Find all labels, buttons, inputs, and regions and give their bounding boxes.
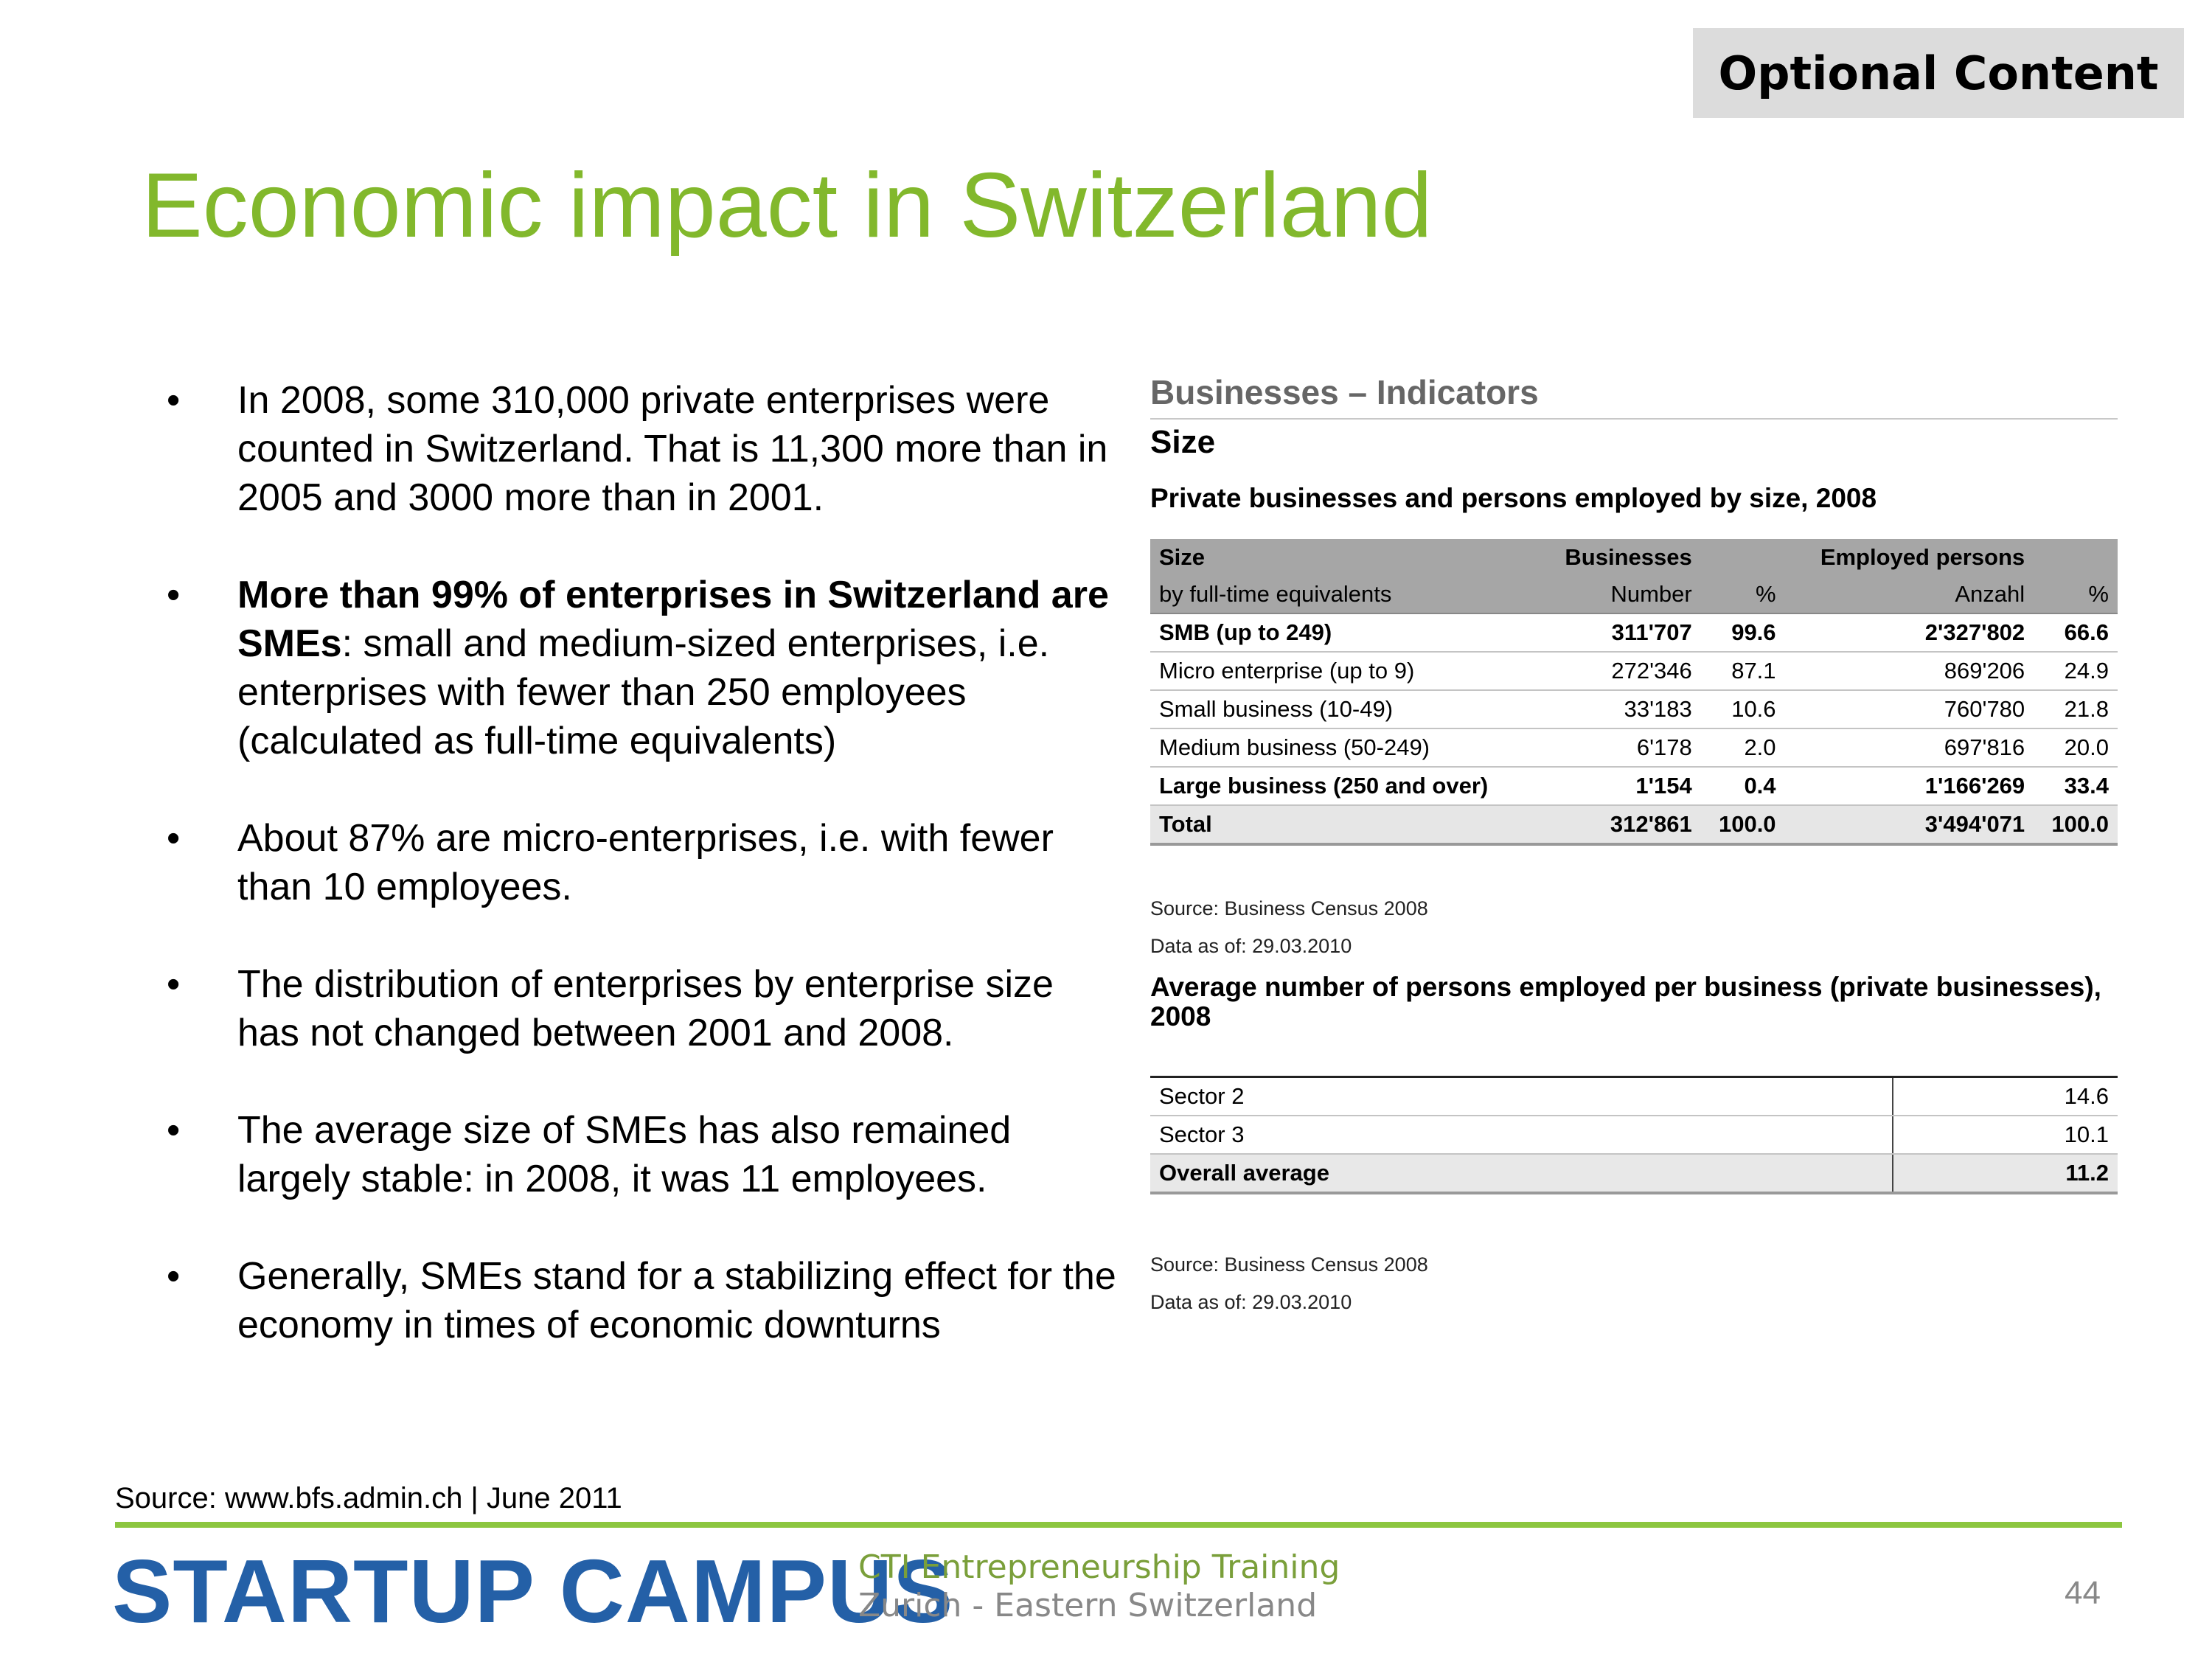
bullet-item: • Generally, SMEs stand for a stabilizing… bbox=[167, 1252, 1125, 1349]
header-cell: Size bbox=[1150, 539, 1539, 576]
table-cell: SMB (up to 249) bbox=[1150, 613, 1539, 653]
footer-divider bbox=[115, 1522, 2122, 1528]
table-row: Medium business (50-249) 6'178 2.0 697'8… bbox=[1150, 728, 2118, 768]
table-header-row: Size Businesses Employed persons bbox=[1150, 539, 2118, 576]
table-cell: 1'166'269 bbox=[1784, 767, 2034, 806]
bullet-dot: • bbox=[167, 574, 181, 616]
header-cell: Businesses bbox=[1538, 539, 1701, 576]
bullet-text: In 2008, some 310,000 private enterprise… bbox=[237, 379, 1108, 519]
table-subheader-row: by full-time equivalents Number % Anzahl… bbox=[1150, 576, 2118, 614]
table-cell: 66.6 bbox=[2034, 613, 2118, 653]
table-cell: Sector 2 bbox=[1150, 1077, 1893, 1116]
table-cell: Large business (250 and over) bbox=[1150, 767, 1539, 806]
table-cell: 10.6 bbox=[1700, 690, 1785, 729]
table-cell: 11.2 bbox=[1892, 1154, 2118, 1194]
table1-title: Private businesses and persons employed … bbox=[1150, 483, 1877, 513]
tagline-line-1: CTI Entrepreneurship Training bbox=[858, 1548, 1340, 1586]
table-cell: Sector 3 bbox=[1150, 1116, 1893, 1155]
table-row: Small business (10-49) 33'183 10.6 760'7… bbox=[1150, 690, 2118, 729]
table2-source: Source: Business Census 2008 bbox=[1150, 1253, 1428, 1276]
table2-title: Average number of persons employed per b… bbox=[1150, 972, 2101, 1032]
table-cell: 87.1 bbox=[1700, 652, 1785, 691]
table1-date: Data as of: 29.03.2010 bbox=[1150, 935, 1352, 957]
bullet-list: • In 2008, some 310,000 private enterpris… bbox=[167, 376, 1125, 1398]
table2-date: Data as of: 29.03.2010 bbox=[1150, 1291, 1352, 1313]
bullet-text: Generally, SMEs stand for a stabilizing … bbox=[237, 1255, 1116, 1346]
table-cell: 100.0 bbox=[1700, 805, 1785, 846]
table-cell: Micro enterprise (up to 9) bbox=[1150, 652, 1539, 691]
bullet-text: The average size of SMEs has also remain… bbox=[237, 1109, 1012, 1200]
table-row: Sector 2 14.6 bbox=[1150, 1077, 2118, 1116]
table-cell: 99.6 bbox=[1700, 613, 1785, 653]
table-cell: 10.1 bbox=[1892, 1116, 2118, 1155]
header-cell: Anzahl bbox=[1784, 576, 2034, 614]
table-cell: 312'861 bbox=[1538, 805, 1701, 846]
header-cell: Employed persons bbox=[1784, 539, 2034, 576]
table-row: Large business (250 and over) 1'154 0.4 … bbox=[1150, 767, 2118, 806]
bullet-item: • About 87% are micro-enterprises, i.e. w… bbox=[167, 814, 1125, 911]
table-row: Overall average 11.2 bbox=[1150, 1154, 2118, 1194]
bullet-dot: • bbox=[167, 379, 181, 422]
table-cell: Small business (10-49) bbox=[1150, 690, 1539, 729]
panel-subheading: Size bbox=[1150, 424, 1216, 460]
bullet-item: • The distribution of enterprises by ente… bbox=[167, 960, 1125, 1057]
table-cell: 100.0 bbox=[2034, 805, 2118, 846]
table-row: SMB (up to 249) 311'707 99.6 2'327'802 6… bbox=[1150, 613, 2118, 653]
page-number: 44 bbox=[2065, 1575, 2101, 1611]
table-cell: 0.4 bbox=[1700, 767, 1785, 806]
table-cell: Total bbox=[1150, 805, 1539, 846]
tagline-line-2: Zurich - Eastern Switzerland bbox=[858, 1587, 1318, 1624]
bullet-text: : small and medium-sized enterprises, i.… bbox=[237, 622, 1050, 762]
table1-source: Source: Business Census 2008 bbox=[1150, 897, 1428, 919]
table-cell: 33.4 bbox=[2034, 767, 2118, 806]
header-cell: Number bbox=[1538, 576, 1701, 614]
logo-tagline: CTI Entrepreneurship Training Zurich - E… bbox=[858, 1548, 1340, 1625]
table-cell: Medium business (50-249) bbox=[1150, 728, 1539, 768]
bullet-bold-text: More than 99% of enterprises in Switzerl… bbox=[237, 574, 1109, 665]
table-cell: 6'178 bbox=[1538, 728, 1701, 768]
table-cell: 760'780 bbox=[1784, 690, 2034, 729]
table-cell: 1'154 bbox=[1538, 767, 1701, 806]
table-cell: 33'183 bbox=[1538, 690, 1701, 729]
table-cell: 272'346 bbox=[1538, 652, 1701, 691]
table-cell: 21.8 bbox=[2034, 690, 2118, 729]
footer-source: Source: www.bfs.admin.ch | June 2011 bbox=[115, 1482, 622, 1514]
table-cell: 24.9 bbox=[2034, 652, 2118, 691]
table-cell: 869'206 bbox=[1784, 652, 2034, 691]
table-cell: 3'494'071 bbox=[1784, 805, 2034, 846]
bullet-item: • In 2008, some 310,000 private enterpris… bbox=[167, 376, 1125, 522]
header-cell: by full-time equivalents bbox=[1150, 576, 1539, 614]
bullet-dot: • bbox=[167, 963, 181, 1006]
table-cell: Overall average bbox=[1150, 1154, 1893, 1194]
statistics-panel: Businesses – Indicators Size Private bus… bbox=[1150, 372, 2118, 1314]
table-cell: 14.6 bbox=[1892, 1077, 2118, 1116]
businesses-size-table: Size Businesses Employed persons by full… bbox=[1150, 539, 2118, 846]
bullet-dot: • bbox=[167, 1109, 181, 1152]
table-row: Sector 3 10.1 bbox=[1150, 1116, 2118, 1155]
header-cell: % bbox=[1700, 576, 1785, 614]
bullet-item: • The average size of SMEs has also remai… bbox=[167, 1106, 1125, 1203]
table-cell: 20.0 bbox=[2034, 728, 2118, 768]
table-cell: 2'327'802 bbox=[1784, 613, 2034, 653]
page-title: Economic impact in Switzerland bbox=[142, 155, 1433, 257]
startup-campus-logo: STARTUP CAMPUS bbox=[112, 1541, 954, 1641]
bullet-item: • More than 99% of enterprises in Switzer… bbox=[167, 571, 1125, 765]
header-cell bbox=[2034, 539, 2118, 576]
table-cell: 311'707 bbox=[1538, 613, 1701, 653]
table-cell: 697'816 bbox=[1784, 728, 2034, 768]
table-cell: 2.0 bbox=[1700, 728, 1785, 768]
header-cell bbox=[1700, 539, 1785, 576]
panel-heading: Businesses – Indicators bbox=[1150, 372, 2118, 420]
header-cell: % bbox=[2034, 576, 2118, 614]
table-total-row: Total 312'861 100.0 3'494'071 100.0 bbox=[1150, 805, 2118, 846]
bullet-text: The distribution of enterprises by enter… bbox=[237, 963, 1054, 1054]
table-row: Micro enterprise (up to 9) 272'346 87.1 … bbox=[1150, 652, 2118, 691]
optional-content-badge: Optional Content bbox=[1693, 28, 2184, 118]
bullet-text: About 87% are micro-enterprises, i.e. wi… bbox=[237, 817, 1054, 908]
bullet-dot: • bbox=[167, 817, 181, 860]
average-employees-table: Sector 2 14.6 Sector 3 10.1 Overall aver… bbox=[1150, 1076, 2118, 1194]
bullet-dot: • bbox=[167, 1255, 181, 1298]
